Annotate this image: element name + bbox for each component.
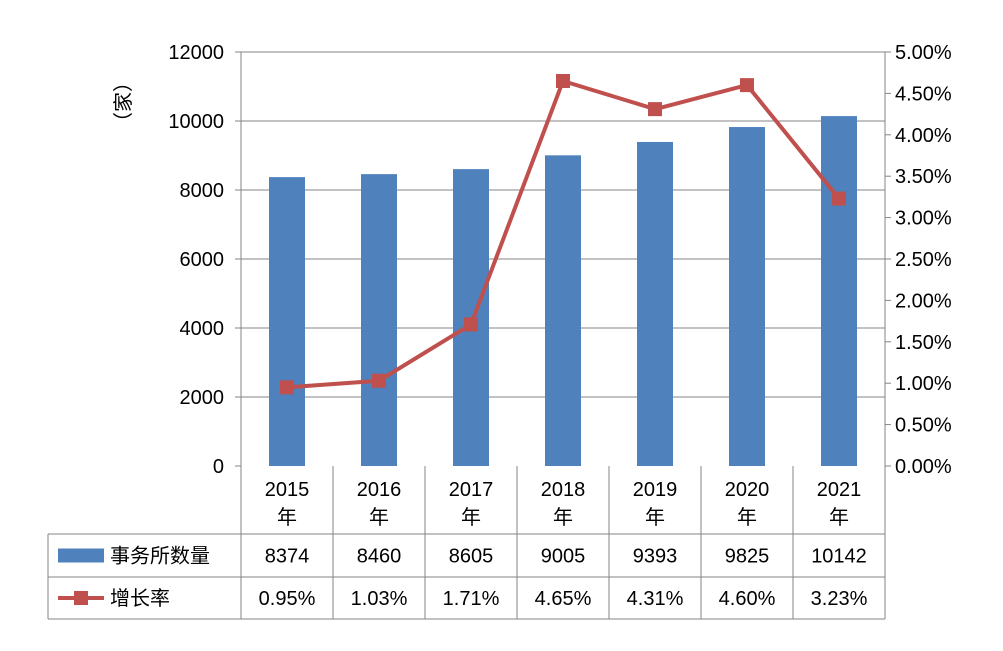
x-tick-label: 2016 年 — [357, 479, 402, 529]
y2-tick-label: 2.00% — [895, 290, 952, 312]
legend-label: 增长率 — [110, 587, 170, 610]
bar — [729, 127, 765, 466]
y-tick-label: 12000 — [168, 42, 224, 64]
bar — [637, 141, 673, 466]
table-value: 3.23% — [811, 588, 868, 610]
bar-series — [269, 116, 857, 467]
y-tick-label: 6000 — [180, 249, 225, 271]
line-marker — [372, 373, 386, 388]
table-value: 9825 — [725, 546, 770, 568]
line-marker — [464, 317, 478, 332]
table-value: 4.65% — [535, 588, 592, 610]
table-value: 4.60% — [719, 588, 776, 610]
line-marker — [648, 102, 662, 117]
x-tick-label: 2015 年 — [265, 479, 310, 529]
data-table — [47, 466, 886, 620]
table-value: 8460 — [357, 546, 402, 568]
x-tick-label: 2017 年 — [449, 479, 494, 529]
y2-tick-label: 2.50% — [895, 249, 952, 271]
legend-label: 事务所数量 — [110, 545, 210, 568]
y-tick-label: 2000 — [180, 387, 225, 409]
table-value: 8605 — [449, 546, 494, 568]
bar — [821, 116, 857, 466]
table-value: 4.31% — [627, 588, 684, 610]
y-axis-unit-label: （家） — [111, 72, 135, 132]
table-value: 9005 — [541, 546, 586, 568]
table-value: 10142 — [811, 546, 867, 568]
tick-labels: 0 2000 4000 6000 8000 10000 12000 0.00% 0.50% 1.0… — [110, 42, 952, 610]
x-tick-label: 2021 年 — [817, 479, 862, 529]
line-marker — [556, 73, 570, 88]
y-tick-label: 0 — [213, 456, 224, 478]
y2-tick-label: 0.50% — [895, 415, 952, 437]
table-value: 0.95% — [259, 588, 316, 610]
y2-tick-label: 3.50% — [895, 166, 952, 188]
legend-bar-swatch — [58, 548, 104, 563]
y2-tick-label: 1.00% — [895, 373, 952, 395]
legend-line-marker — [74, 591, 88, 605]
y2-tick-label: 3.00% — [895, 208, 952, 230]
y2-tick-label: 0.00% — [895, 456, 952, 478]
y2-tick-label: 4.50% — [895, 83, 952, 105]
table-value: 1.03% — [351, 588, 408, 610]
bar — [361, 174, 397, 466]
line-marker — [280, 380, 294, 395]
bar — [269, 177, 305, 467]
line-marker — [832, 191, 846, 206]
y-tick-label: 4000 — [180, 318, 225, 340]
x-tick-label: 2019 年 — [633, 479, 678, 529]
table-value: 8374 — [265, 546, 310, 568]
line-marker — [740, 78, 754, 93]
y-tick-label: 8000 — [180, 180, 225, 202]
x-tick-label: 2020 年 — [725, 479, 770, 529]
axes — [235, 51, 891, 467]
table-value: 9393 — [633, 546, 678, 568]
table-value: 1.71% — [443, 588, 500, 610]
y2-tick-label: 4.00% — [895, 125, 952, 147]
y2-tick-label: 1.50% — [895, 332, 952, 354]
y2-tick-label: 5.00% — [895, 42, 952, 64]
bar — [545, 155, 581, 466]
y-tick-label: 10000 — [168, 111, 224, 133]
line-series — [280, 73, 846, 395]
x-tick-label: 2018 年 — [541, 479, 586, 529]
